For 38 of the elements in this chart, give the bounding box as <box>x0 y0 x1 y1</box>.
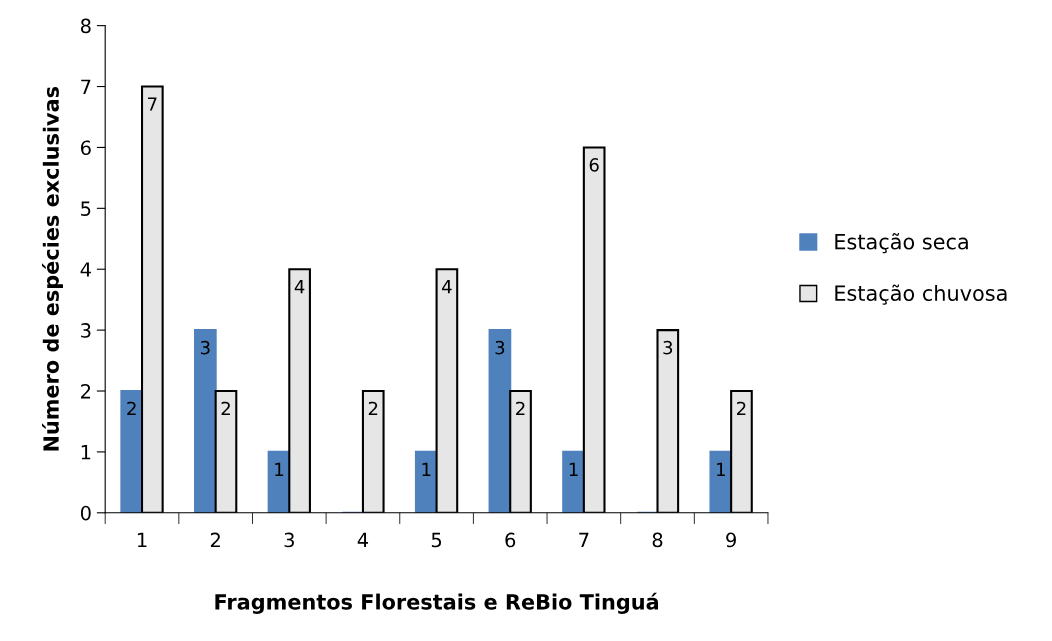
y-axis-title: Número de espécies exclusivas <box>41 86 63 451</box>
x-tick-label: 7 <box>579 532 589 548</box>
y-tick-label: 7 <box>81 79 91 94</box>
data-label: 3 <box>663 340 673 355</box>
y-tick-label: 1 <box>81 445 91 460</box>
x-tick-label: 3 <box>284 532 294 548</box>
data-label: 1 <box>275 462 284 476</box>
data-label: 2 <box>368 401 378 416</box>
x-tick-label: 5 <box>431 532 442 548</box>
x-tick-label: 1 <box>137 532 147 548</box>
y-tick-label: 2 <box>81 383 91 399</box>
data-label: 2 <box>127 401 136 416</box>
y-tick-label: 0 <box>80 505 91 521</box>
y-tick-label: 3 <box>81 323 91 338</box>
data-label: 1 <box>422 462 431 476</box>
data-label: 2 <box>516 401 525 416</box>
x-tick-label: 6 <box>505 532 516 548</box>
data-label: 1 <box>717 462 725 476</box>
y-tick-label: 4 <box>80 262 91 277</box>
data-label: 3 <box>200 340 210 355</box>
y-tick-label: 5 <box>81 201 91 216</box>
y-tick-label: 6 <box>80 140 91 156</box>
data-label: 6 <box>589 158 599 172</box>
x-tick-label: 9 <box>726 532 736 548</box>
data-label: 2 <box>221 401 230 416</box>
data-label: 4 <box>442 280 452 294</box>
x-tick-label: 4 <box>357 532 369 548</box>
data-label: 4 <box>294 280 305 294</box>
legend-label: Estação chuvosa <box>835 284 1007 305</box>
data-label: 1 <box>569 462 578 476</box>
data-label: 2 <box>737 401 746 416</box>
legend-label: Estação seca <box>835 233 968 254</box>
data-label: 7 <box>148 97 157 111</box>
x-tick-label: 2 <box>210 532 220 548</box>
x-tick-label: 8 <box>652 532 663 548</box>
x-axis-title: Fragmentos Florestais e ReBio Tinguá <box>215 592 659 614</box>
data-label: 3 <box>495 340 505 355</box>
y-tick-label: 8 <box>80 18 91 34</box>
